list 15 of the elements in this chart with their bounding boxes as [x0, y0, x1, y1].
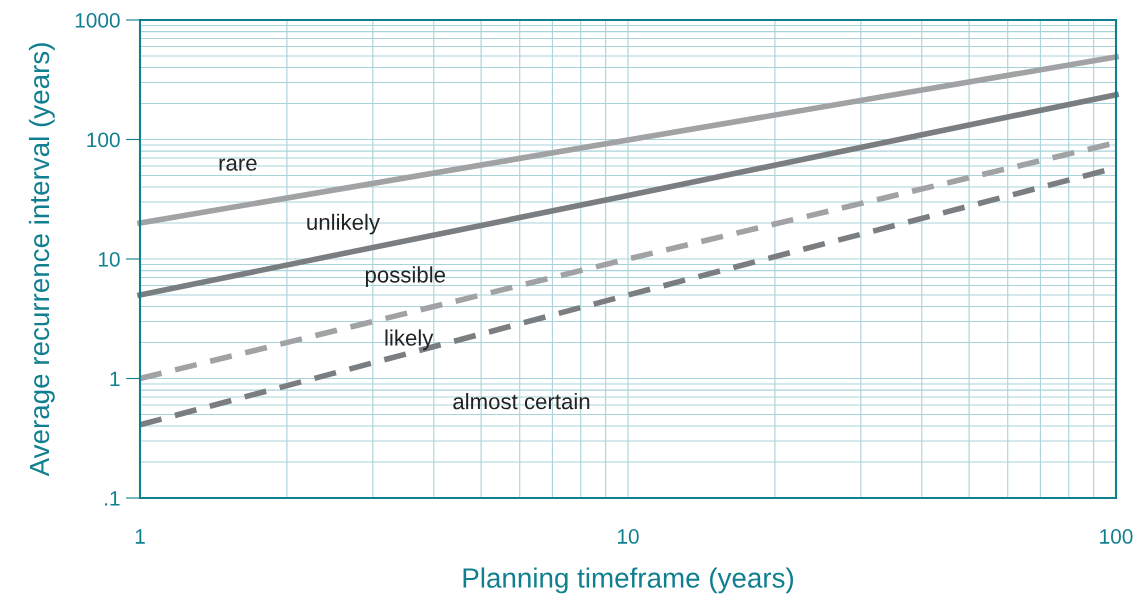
x-tick-label: 100: [1100, 529, 1133, 544]
annotation: likely: [385, 329, 434, 351]
y-tick-label: 1: [110, 371, 120, 387]
annotation: almost certain: [453, 393, 590, 410]
annotation: unlikely: [307, 213, 380, 235]
x-axis-title: Planning timeframe (years): [463, 567, 794, 594]
x-tick-label: 10: [618, 529, 639, 544]
annotation: rare: [219, 158, 257, 171]
y-tick-label: 1000: [75, 13, 120, 28]
y-tick-label: 10: [98, 252, 120, 267]
x-tick-label: 1: [135, 529, 145, 544]
y-axis-title: Average recurrence interval (years): [28, 43, 55, 477]
y-tick-label: 100: [87, 132, 120, 148]
annotation: possible: [365, 266, 446, 288]
y-tick-label: .1: [105, 491, 120, 506]
